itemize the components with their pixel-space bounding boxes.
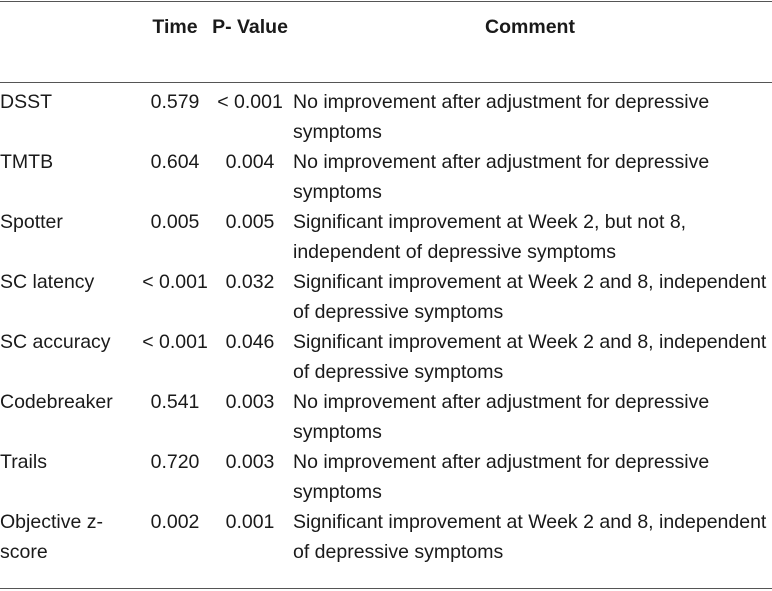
table-row: Spotter 0.005 0.005 Significant improvem…	[0, 207, 772, 267]
cell-p-value: 0.046	[225, 331, 275, 353]
cell-time: < 0.001	[142, 271, 208, 293]
cell-comment: No improvement after adjustment for depr…	[293, 391, 710, 443]
cell-p-value: 0.004	[225, 151, 275, 173]
table-row: Trails 0.720 0.003 No improvement after …	[0, 447, 772, 507]
header-comment: Comment	[485, 16, 575, 38]
table-row: Objective z-score 0.002 0.001 Significan…	[0, 507, 772, 567]
cell-time: 0.720	[150, 451, 200, 473]
cell-p-value: < 0.001	[217, 91, 283, 113]
table-top-rule	[0, 1, 772, 2]
cell-p-value: 0.003	[225, 391, 275, 413]
cell-measure: Spotter	[0, 211, 63, 233]
table-row: SC latency < 0.001 0.032 Significant imp…	[0, 267, 772, 327]
header-row: Time P- Value Comment	[0, 0, 772, 70]
header-p-value: P- Value	[212, 16, 288, 38]
cell-p-value: 0.001	[225, 511, 275, 533]
cell-comment: Significant improvement at Week 2, but n…	[293, 211, 687, 263]
header-measure	[0, 0, 138, 70]
cell-measure: SC latency	[0, 271, 95, 293]
cell-time: 0.541	[150, 391, 200, 413]
cell-measure: SC accuracy	[0, 331, 111, 353]
table-row: DSST 0.579 < 0.001 No improvement after …	[0, 70, 772, 147]
cell-p-value: 0.032	[225, 271, 275, 293]
table-row: TMTB 0.604 0.004 No improvement after ad…	[0, 147, 772, 207]
table-bottom-rule	[0, 588, 772, 589]
cell-time: 0.005	[150, 211, 200, 233]
cell-comment: No improvement after adjustment for depr…	[293, 151, 710, 203]
cell-measure: Codebreaker	[0, 391, 113, 413]
cell-comment: Significant improvement at Week 2 and 8,…	[293, 511, 767, 563]
cell-p-value: 0.003	[225, 451, 275, 473]
cell-time: 0.604	[150, 151, 200, 173]
cell-p-value: 0.005	[225, 211, 275, 233]
table-row: Codebreaker 0.541 0.003 No improvement a…	[0, 387, 772, 447]
cell-time: 0.002	[150, 511, 200, 533]
cell-measure: TMTB	[0, 151, 54, 173]
cell-time: < 0.001	[142, 331, 208, 353]
cell-comment: Significant improvement at Week 2 and 8,…	[293, 331, 767, 383]
table-header-rule	[0, 82, 772, 83]
header-time: Time	[152, 16, 198, 38]
table-row: SC accuracy < 0.001 0.046 Significant im…	[0, 327, 772, 387]
cell-comment: No improvement after adjustment for depr…	[293, 91, 710, 143]
cell-comment: No improvement after adjustment for depr…	[293, 451, 710, 503]
table-body: DSST 0.579 < 0.001 No improvement after …	[0, 70, 772, 567]
results-table: Time P- Value Comment DSST 0.579 < 0.001…	[0, 0, 772, 567]
cell-measure: Trails	[0, 451, 47, 473]
cell-measure: DSST	[0, 91, 53, 113]
table-header: Time P- Value Comment	[0, 0, 772, 70]
cell-time: 0.579	[150, 91, 200, 113]
cell-measure: Objective z-score	[0, 511, 103, 563]
cell-comment: Significant improvement at Week 2 and 8,…	[293, 271, 767, 323]
